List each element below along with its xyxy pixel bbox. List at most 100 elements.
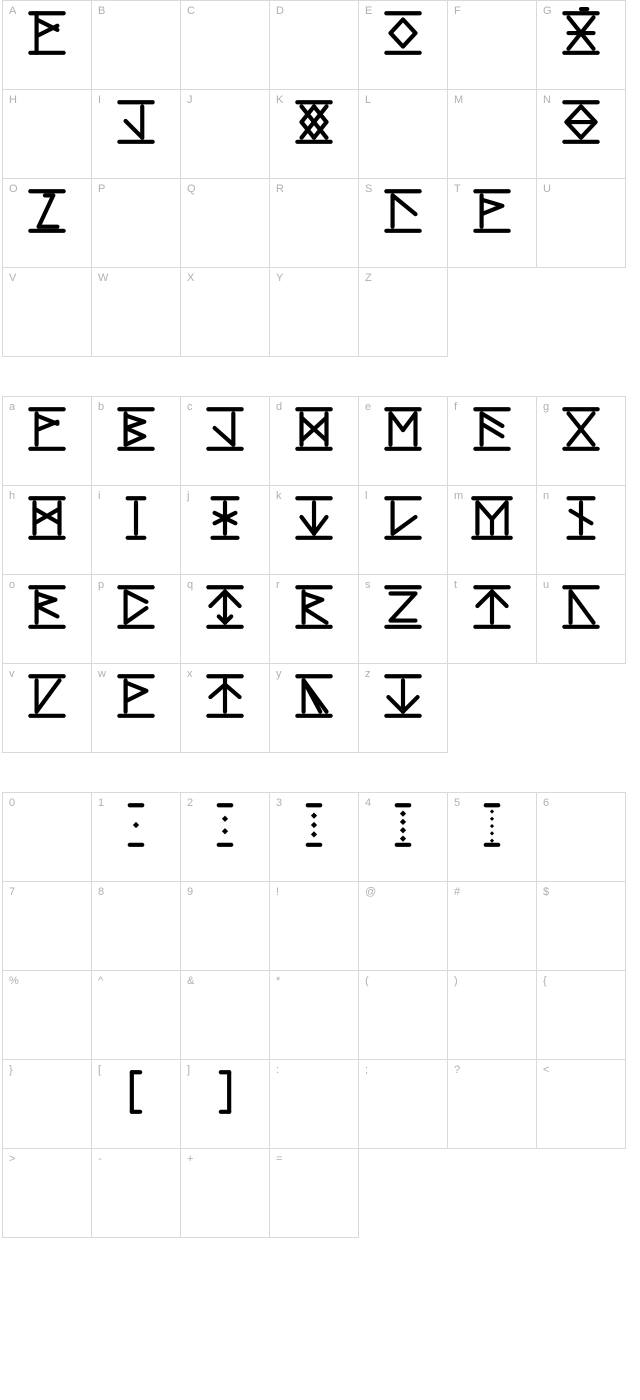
glyph-cell: I [91, 89, 181, 179]
glyph-l_lo [359, 486, 447, 574]
group-numbers-symbols: 0123456789!@#$%^&*(){}[]:;?<>-+= [2, 792, 638, 1237]
glyph-N_up [537, 90, 625, 178]
glyph-num3 [270, 793, 358, 881]
glyph-cell: 2 [180, 792, 270, 882]
glyph-cell: 7 [2, 881, 92, 971]
glyph-bracket_l [92, 1060, 180, 1148]
glyph-v_lo [3, 664, 91, 752]
cell-label: 8 [98, 886, 104, 898]
glyph-cell: 3 [269, 792, 359, 882]
grid: abcdefghijklmnopqrstuvwxyz [2, 396, 638, 752]
glyph-cell: F [447, 0, 537, 90]
group-uppercase: ABCDEFGHIJKLMNOPQRSTUVWXYZ [2, 0, 638, 356]
glyph-cell: E [358, 0, 448, 90]
glyph-cell: 0 [2, 792, 92, 882]
font-character-map: ABCDEFGHIJKLMNOPQRSTUVWXYZabcdefghijklmn… [0, 0, 640, 1237]
glyph-cell: 6 [536, 792, 626, 882]
glyph-cell: c [180, 396, 270, 486]
glyph-h_lo [3, 486, 91, 574]
cell-label: + [187, 1153, 193, 1165]
cell-label: V [9, 272, 16, 284]
cell-label: ; [365, 1064, 368, 1076]
glyph-cell: A [2, 0, 92, 90]
glyph-cell: J [180, 89, 270, 179]
glyph-cell: $ [536, 881, 626, 971]
glyph-cell: k [269, 485, 359, 575]
glyph-cell: B [91, 0, 181, 90]
glyph-cell: s [358, 574, 448, 664]
glyph-cell: ; [358, 1059, 448, 1149]
glyph-f_lo [448, 397, 536, 485]
glyph-cell: Y [269, 267, 359, 357]
glyph-cell: 4 [358, 792, 448, 882]
glyph-o_lo [3, 575, 91, 663]
group-lowercase: abcdefghijklmnopqrstuvwxyz [2, 396, 638, 752]
cell-label: 9 [187, 886, 193, 898]
glyph-p_lo [92, 575, 180, 663]
cell-label: { [543, 975, 547, 987]
glyph-cell: 1 [91, 792, 181, 882]
cell-label: $ [543, 886, 549, 898]
cell-label: - [98, 1153, 102, 1165]
cell-label: J [187, 94, 193, 106]
cell-label: M [454, 94, 463, 106]
glyph-z_lo [359, 664, 447, 752]
glyph-cell: z [358, 663, 448, 753]
cell-label: X [187, 272, 194, 284]
cell-label: F [454, 5, 461, 17]
glyph-cell: [ [91, 1059, 181, 1149]
cell-label: < [543, 1064, 549, 1076]
glyph-cell: + [180, 1148, 270, 1238]
glyph-cell: b [91, 396, 181, 486]
glyph-num2 [181, 793, 269, 881]
cell-label: @ [365, 886, 376, 898]
glyph-cell: # [447, 881, 537, 971]
glyph-I_up [92, 90, 180, 178]
cell-label: ^ [98, 975, 103, 987]
cell-label: } [9, 1064, 13, 1076]
glyph-cell: h [2, 485, 92, 575]
glyph-b_lo [92, 397, 180, 485]
glyph-cell: Q [180, 178, 270, 268]
glyph-q_lo [181, 575, 269, 663]
glyph-cell: Z [358, 267, 448, 357]
glyph-k_lo [270, 486, 358, 574]
glyph-i_lo [92, 486, 180, 574]
cell-label: * [276, 975, 280, 987]
glyph-cell: u [536, 574, 626, 664]
glyph-cell: S [358, 178, 448, 268]
glyph-x_lo [181, 664, 269, 752]
glyph-num4 [359, 793, 447, 881]
glyph-cell: ] [180, 1059, 270, 1149]
glyph-cell: d [269, 396, 359, 486]
cell-label: % [9, 975, 19, 987]
cell-label: > [9, 1153, 15, 1165]
cell-label: 6 [543, 797, 549, 809]
glyph-cell: > [2, 1148, 92, 1238]
glyph-num5 [448, 793, 536, 881]
glyph-cell: { [536, 970, 626, 1060]
glyph-cell: W [91, 267, 181, 357]
glyph-cell: @ [358, 881, 448, 971]
grid: 0123456789!@#$%^&*(){}[]:;?<>-+= [2, 792, 638, 1237]
grid: ABCDEFGHIJKLMNOPQRSTUVWXYZ [2, 0, 638, 356]
glyph-cell: L [358, 89, 448, 179]
glyph-cell: = [269, 1148, 359, 1238]
cell-label: U [543, 183, 551, 195]
cell-label: L [365, 94, 371, 106]
glyph-cell: ? [447, 1059, 537, 1149]
glyph-cell: f [447, 396, 537, 486]
glyph-E_up [359, 1, 447, 89]
glyph-m_lo [448, 486, 536, 574]
glyph-cell: g [536, 396, 626, 486]
cell-label: ( [365, 975, 369, 987]
glyph-u_lo [537, 575, 625, 663]
glyph-cell: l [358, 485, 448, 575]
glyph-w_lo [92, 664, 180, 752]
glyph-O_up [3, 179, 91, 267]
glyph-A_up [3, 1, 91, 89]
glyph-n_lo [537, 486, 625, 574]
glyph-cell: O [2, 178, 92, 268]
glyph-cell: x [180, 663, 270, 753]
cell-label: # [454, 886, 460, 898]
